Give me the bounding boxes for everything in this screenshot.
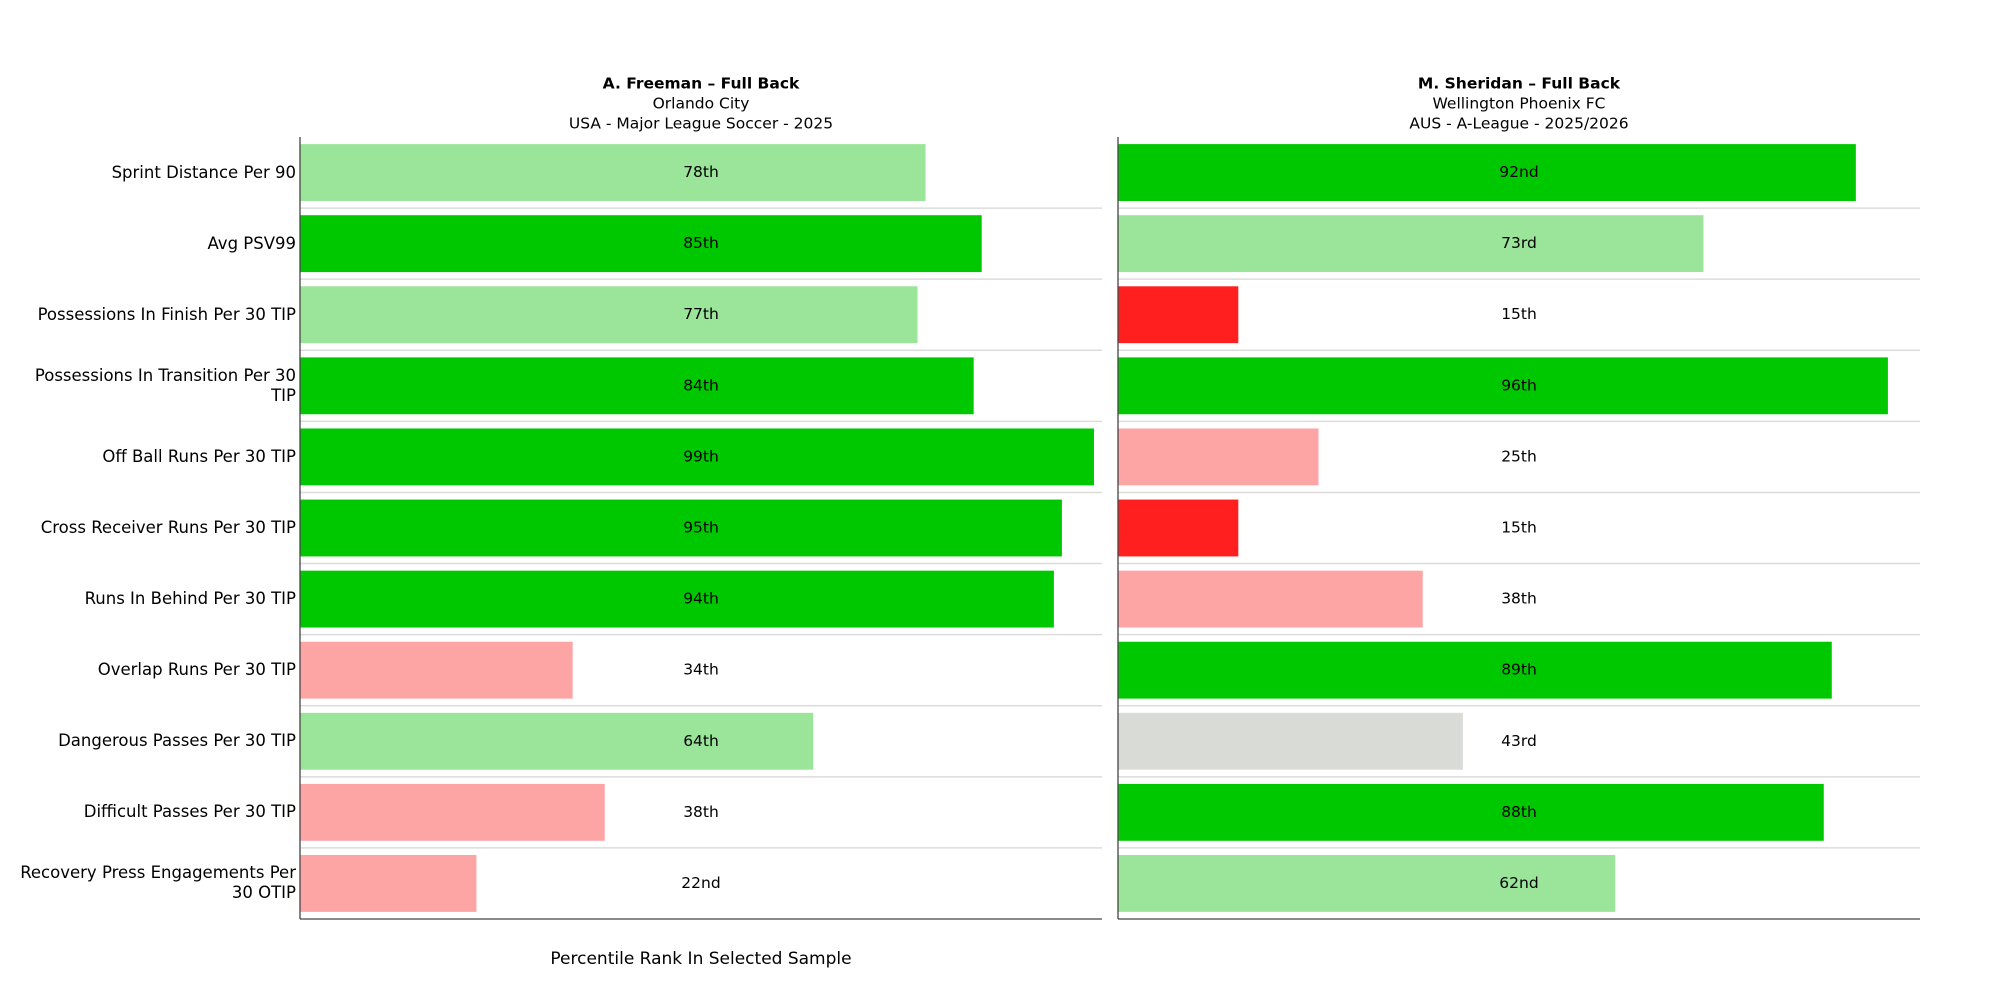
bar <box>300 855 477 912</box>
value-label: 25th <box>1501 447 1537 465</box>
bar <box>300 783 605 841</box>
value-label: 15th <box>1501 305 1537 323</box>
category-label: Sprint Distance Per 90 <box>111 162 296 182</box>
category-label-box: Possessions In Finish Per 30 TIP <box>37 304 296 324</box>
value-label: 85th <box>683 234 719 252</box>
value-label: 89th <box>1501 661 1537 679</box>
bar <box>1118 144 1856 201</box>
category-label-box: Sprint Distance Per 90 <box>111 162 296 182</box>
bar <box>1118 286 1239 344</box>
value-label: 77th <box>683 305 719 323</box>
bar <box>300 428 1094 486</box>
category-label: Overlap Runs Per 30 TIP <box>97 660 296 680</box>
panel-subtitle: Orlando City <box>653 95 750 113</box>
category-label-box: Overlap Runs Per 30 TIP <box>97 660 296 680</box>
panel-description: AUS - A-League - 2025/2026 <box>1409 115 1628 133</box>
value-label: 84th <box>683 376 719 394</box>
category-label: Difficult Passes Per 30 TIP <box>83 802 296 822</box>
value-label: 22nd <box>681 874 720 892</box>
value-label: 38th <box>1501 590 1537 608</box>
bar <box>1118 357 1888 415</box>
bar <box>1118 499 1239 557</box>
value-label: 64th <box>683 732 719 750</box>
value-label: 34th <box>683 661 719 679</box>
bar <box>300 144 926 201</box>
category-label-box: Runs In Behind Per 30 TIP <box>84 589 296 609</box>
value-label: 96th <box>1501 376 1537 394</box>
panel-subtitle: Wellington Phoenix FC <box>1432 95 1605 113</box>
category-label-box: Recovery Press Engagements Per 30 OTIP <box>20 863 296 903</box>
panel-title: M. Sheridan – Full Back <box>1418 75 1621 93</box>
category-label: Recovery Press Engagements Per 30 OTIP <box>20 863 296 903</box>
bar <box>300 357 974 415</box>
category-label: Runs In Behind Per 30 TIP <box>84 589 296 609</box>
value-label: 92nd <box>1499 163 1538 181</box>
bar <box>300 712 814 770</box>
bar <box>1118 712 1463 770</box>
bar <box>1118 428 1319 486</box>
category-label: Avg PSV99 <box>207 233 296 253</box>
value-label: 62nd <box>1499 874 1538 892</box>
panel-title: A. Freeman – Full Back <box>603 75 800 93</box>
value-label: 95th <box>683 519 719 537</box>
bar <box>1118 570 1423 628</box>
bar <box>1118 855 1616 912</box>
value-label: 38th <box>683 803 719 821</box>
value-label: 88th <box>1501 803 1537 821</box>
value-label: 99th <box>683 447 719 465</box>
category-label: Possessions In Finish Per 30 TIP <box>37 304 296 324</box>
value-label: 94th <box>683 590 719 608</box>
value-label: 73rd <box>1501 234 1537 252</box>
bar <box>300 215 982 273</box>
category-label-box: Cross Receiver Runs Per 30 TIP <box>40 517 296 537</box>
category-label: Dangerous Passes Per 30 TIP <box>58 731 296 751</box>
x-axis-label: Percentile Rank In Selected Sample <box>550 949 851 969</box>
panel-description: USA - Major League Soccer - 2025 <box>569 115 833 133</box>
category-label-box: Possessions In Transition Per 30 TIP <box>34 365 296 405</box>
bar <box>1118 641 1832 699</box>
category-label-box: Avg PSV99 <box>207 233 296 253</box>
bar <box>300 499 1062 557</box>
bar <box>1118 783 1824 841</box>
category-label: Off Ball Runs Per 30 TIP <box>102 446 296 466</box>
category-label: Possessions In Transition Per 30 TIP <box>34 365 296 405</box>
category-label-box: Difficult Passes Per 30 TIP <box>83 802 296 822</box>
bar <box>300 641 573 699</box>
category-label-box: Dangerous Passes Per 30 TIP <box>58 731 296 751</box>
bar <box>1118 215 1704 273</box>
bar <box>300 286 918 344</box>
category-label-box: Off Ball Runs Per 30 TIP <box>102 446 296 466</box>
value-label: 15th <box>1501 519 1537 537</box>
category-label: Cross Receiver Runs Per 30 TIP <box>40 517 296 537</box>
bar <box>300 570 1054 628</box>
value-label: 43rd <box>1501 732 1537 750</box>
value-label: 78th <box>683 163 719 181</box>
